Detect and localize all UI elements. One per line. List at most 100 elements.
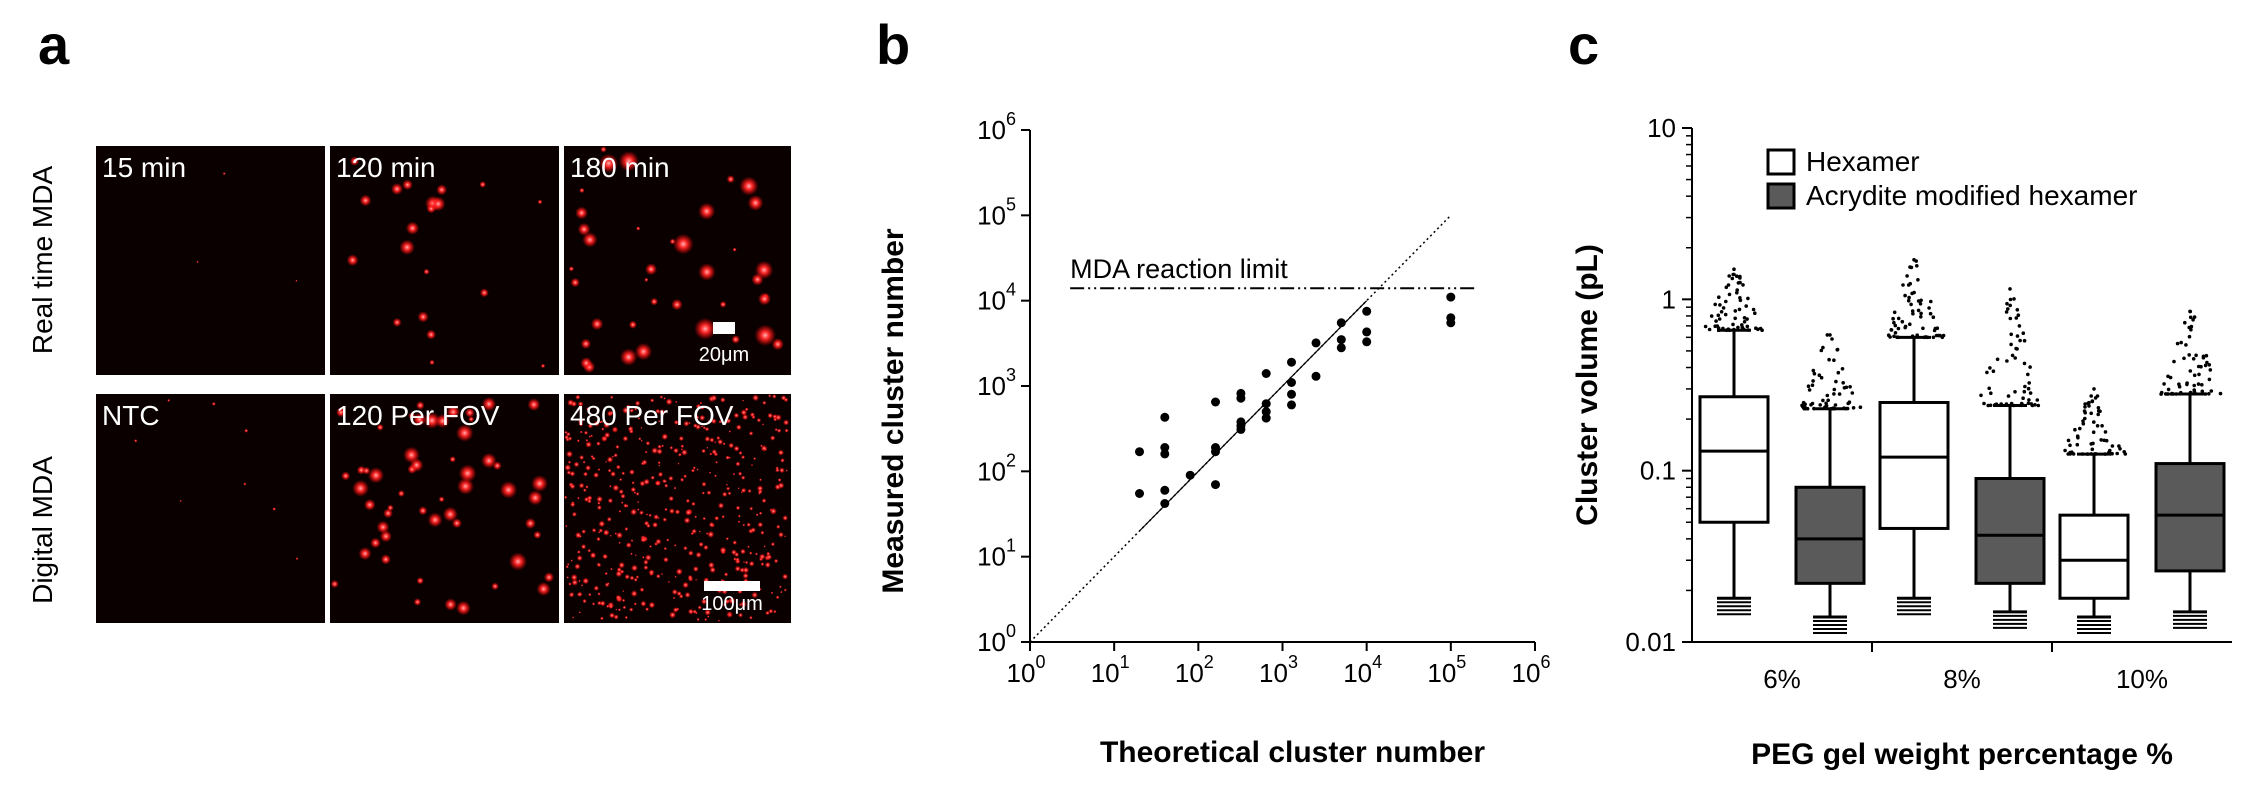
fluorescent-spot: [722, 491, 728, 497]
fluorescent-spot: [672, 596, 676, 600]
fluorescent-spot: [618, 509, 622, 513]
fluorescent-spot: [468, 416, 475, 423]
outlier-point: [1742, 320, 1747, 324]
fluorescent-spot: [742, 523, 746, 527]
fluorescent-spot: [746, 522, 751, 527]
fluorescent-spot: [610, 567, 613, 571]
fluorescent-spot: [446, 405, 460, 419]
outlier-point: [1718, 303, 1722, 307]
fluorescent-spot: [449, 456, 456, 463]
outlier-point: [1910, 309, 1915, 313]
fluorescent-spot: [616, 531, 623, 539]
x-tick-exponent: 6: [1540, 652, 1550, 672]
fluorescent-spot: [582, 598, 587, 604]
fluorescent-spot: [244, 428, 249, 433]
outlier-point: [2203, 392, 2207, 396]
fluorescent-spot: [387, 504, 394, 512]
scale-bar-label-100um: 100μm: [701, 593, 763, 615]
fluorescent-spot: [582, 460, 586, 464]
fluorescent-spot: [700, 405, 705, 410]
outlier-point: [2028, 391, 2033, 395]
fluorescent-spot: [585, 441, 592, 448]
y-axis-title: Cluster volume (pL): [1571, 244, 1604, 526]
fluorescent-spot: [509, 552, 527, 571]
outlier-point: [1819, 375, 1824, 380]
fluorescent-spot: [606, 516, 612, 522]
fluorescent-spot: [698, 202, 716, 220]
fluorescent-spot: [412, 412, 427, 427]
outlier-point: [1892, 310, 1897, 315]
fluorescent-spot: [576, 555, 583, 562]
fluorescent-spot: [657, 444, 662, 449]
outlier-point: [1896, 316, 1901, 321]
fluorescent-spot: [733, 445, 740, 452]
fluorescent-spot: [779, 585, 782, 589]
fluorescent-spot: [738, 451, 743, 455]
outlier-point: [2183, 320, 2187, 325]
fluorescent-spot: [706, 446, 709, 449]
box-acrydite-modified-hexamer-6%: [1794, 333, 1866, 634]
fluorescent-spot: [701, 481, 707, 487]
fluorescent-spot: [643, 520, 650, 526]
fluorescent-spot: [570, 277, 580, 288]
box-iqr: [1974, 477, 2046, 585]
fluorescent-spot: [683, 546, 688, 551]
fluorescent-spot: [692, 609, 697, 614]
outlier-point: [1989, 391, 1993, 396]
fluorescent-spot: [728, 442, 735, 449]
data-point: [1362, 327, 1372, 337]
outlier-point: [2008, 297, 2013, 302]
outlier-point: [1811, 368, 1816, 373]
outlier-point: [1823, 405, 1827, 410]
fluorescent-spot: [571, 501, 575, 505]
outlier-point: [1896, 326, 1901, 331]
fluorescent-spot: [633, 577, 638, 582]
fluorescent-spot: [579, 187, 585, 194]
fluorescent-spot: [536, 582, 551, 596]
fluorescent-spot: [669, 611, 677, 619]
outlier-point: [1825, 333, 1830, 337]
outlier-point: [1988, 366, 1992, 370]
fluorescent-spot: [757, 521, 764, 528]
fluorescent-spot: [714, 441, 717, 444]
fluorescent-spot: [638, 437, 642, 441]
fluorescent-spot: [734, 552, 740, 557]
outlier-point: [1723, 312, 1728, 317]
fluorescent-spot: [695, 403, 702, 410]
fluorescent-spot: [580, 544, 587, 550]
fluorescent-spot: [615, 570, 623, 578]
outlier-point: [1738, 274, 1742, 279]
fluorescent-spot: [750, 464, 754, 467]
fluorescent-spot: [709, 452, 713, 456]
fluorescent-spot: [673, 419, 679, 425]
outlier-point: [1721, 326, 1725, 331]
fluorescent-spot: [654, 480, 661, 487]
fluorescent-spot: [721, 515, 725, 519]
outlier-point: [1893, 331, 1898, 335]
fluorescent-spot: [617, 608, 622, 612]
fluorescent-spot: [755, 513, 759, 517]
outlier-point: [2027, 398, 2031, 402]
fluorescent-spot: [749, 551, 753, 555]
fluorescent-spot: [588, 593, 592, 597]
fluorescent-spot: [735, 461, 741, 467]
fluorescent-spot: [725, 537, 729, 541]
fluorescent-spot: [583, 496, 590, 502]
outlier-point: [2087, 404, 2091, 408]
fluorescent-spot: [683, 420, 690, 427]
outlier-point: [1703, 324, 1708, 329]
outlier-point: [1911, 311, 1915, 316]
fluorescent-spot: [481, 453, 497, 469]
fluorescent-spot: [577, 401, 584, 407]
fluorescent-spot: [368, 467, 384, 484]
fluorescent-spot: [606, 456, 614, 463]
fluorescent-spot: [776, 428, 782, 434]
fluorescent-spot: [572, 616, 575, 619]
fluorescent-spot: [650, 297, 659, 306]
outlier-point: [2191, 357, 2196, 361]
outlier-point: [1825, 393, 1830, 398]
y-tick-label: 0.1: [1640, 456, 1676, 486]
fluorescent-spot: [758, 292, 771, 306]
outlier-point: [1892, 320, 1896, 325]
fluorescent-spot: [704, 618, 708, 622]
